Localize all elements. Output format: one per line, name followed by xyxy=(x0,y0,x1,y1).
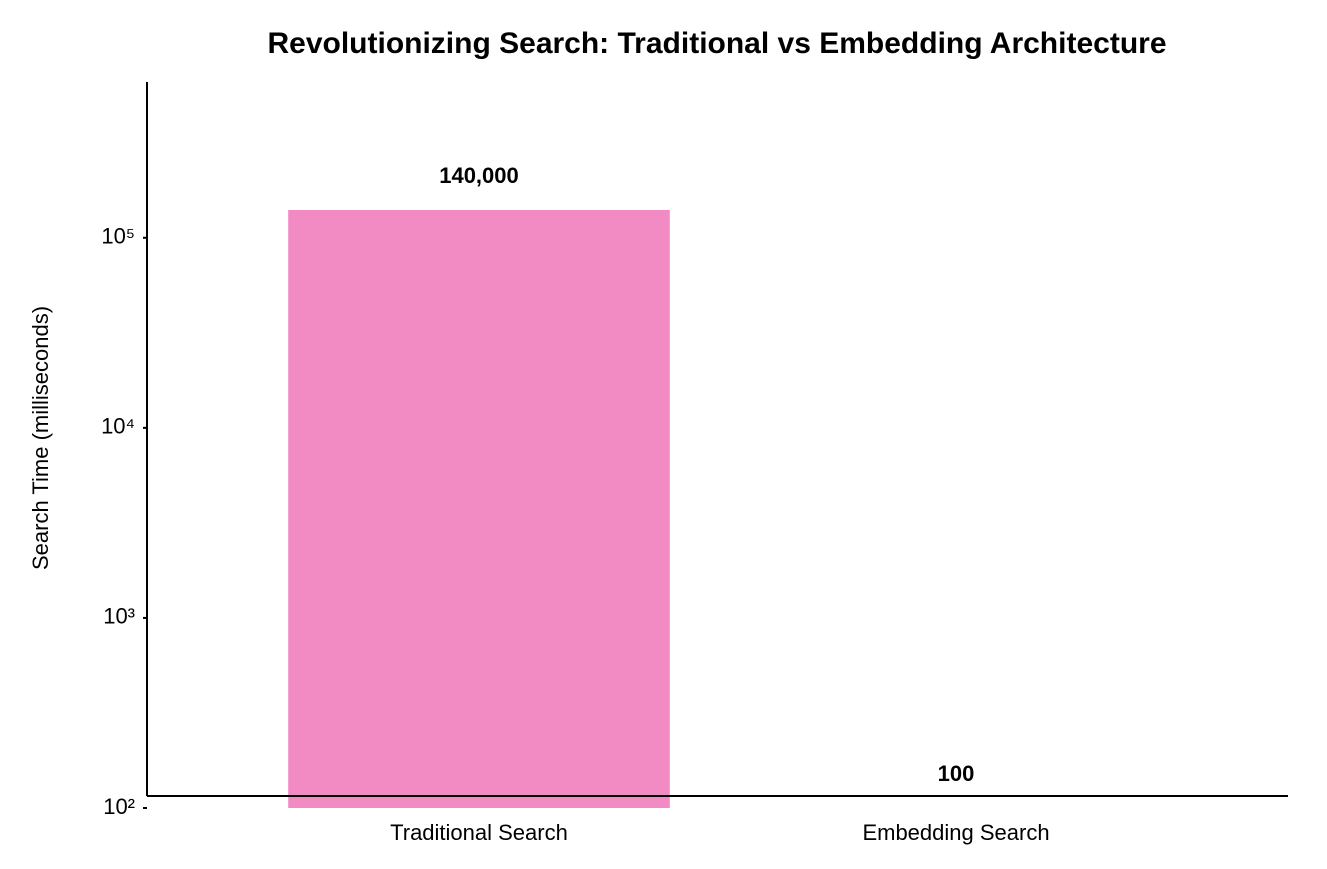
y-tick-label: 10⁴ xyxy=(101,414,135,439)
y-tick-label: 10² xyxy=(103,794,135,819)
y-tick-label: 10³ xyxy=(103,604,135,629)
chart-title: Revolutionizing Search: Traditional vs E… xyxy=(267,27,1166,60)
value-label: 100 xyxy=(938,761,975,786)
y-tick-label: 10⁵ xyxy=(101,224,135,249)
x-tick-label: Traditional Search xyxy=(390,820,568,845)
y-axis-label: Search Time (milliseconds) xyxy=(28,306,53,570)
value-label: 140,000 xyxy=(439,163,519,188)
bar xyxy=(288,209,670,808)
x-tick-label: Embedding Search xyxy=(862,820,1049,845)
